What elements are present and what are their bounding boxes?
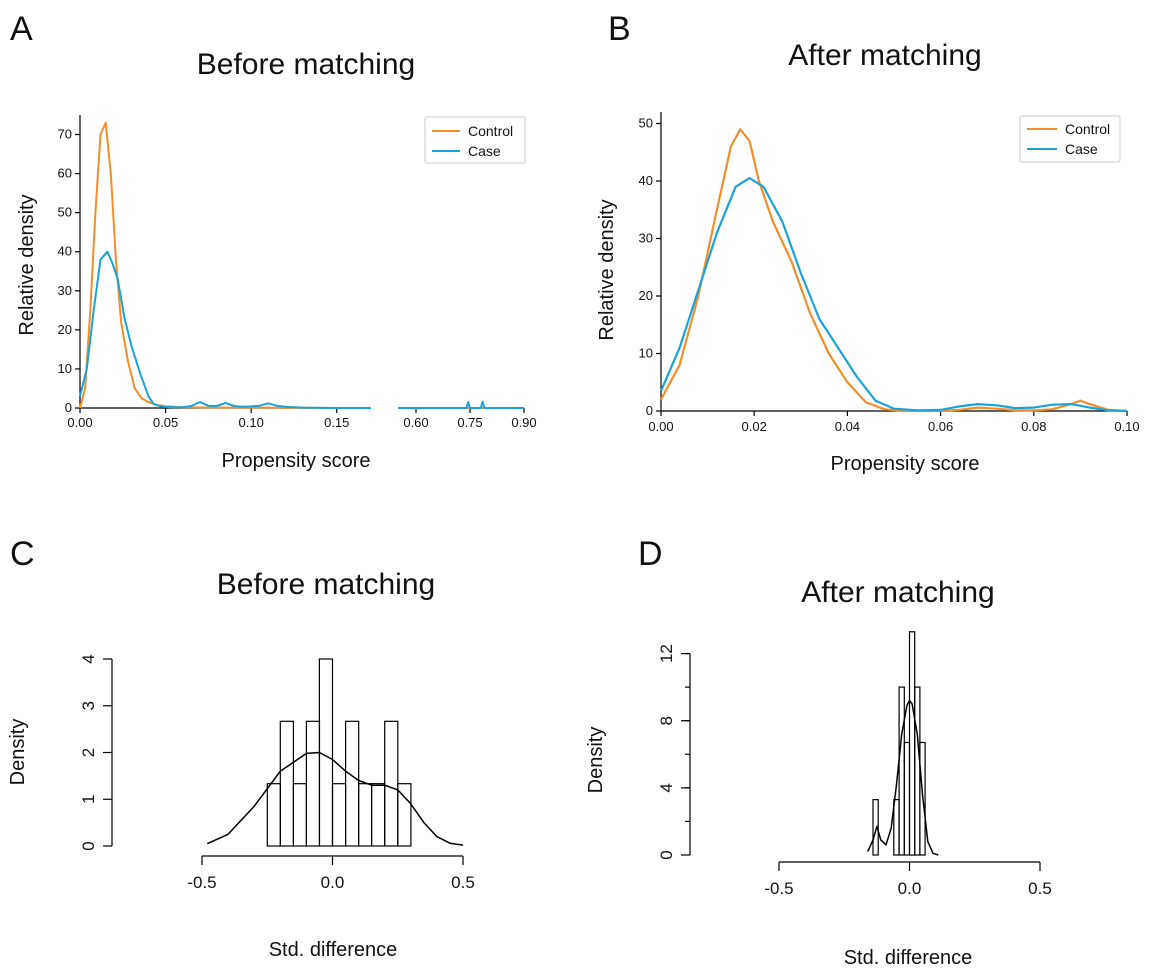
histogram-bar	[898, 686, 905, 856]
y-tick-label: 70	[58, 127, 72, 142]
histogram-bar	[371, 783, 386, 847]
panel-letter-a: A	[10, 10, 33, 48]
x-tick-label: 0.15	[324, 415, 349, 430]
legend-label-case: Case	[468, 143, 501, 159]
x-tick-label: 0.05	[153, 415, 178, 430]
series-line-control	[660, 128, 1128, 413]
histogram-bar	[305, 720, 321, 847]
chart-b-ylabel: Relative density	[596, 199, 618, 340]
histogram-bar	[384, 720, 399, 847]
y-tick-label: 50	[639, 116, 653, 131]
y-tick-label: 8	[657, 716, 676, 725]
chart-d-plot: 0 4 8 12 -0.5 0.0 0.5	[657, 631, 1052, 898]
y-tick-label: 60	[58, 166, 72, 181]
x-tick-label: 0.04	[835, 419, 860, 434]
y-tick-label: 10	[639, 346, 653, 361]
legend-label-control: Control	[1065, 121, 1110, 137]
chart-b-xlabel: Propensity score	[831, 453, 980, 475]
y-tick-label: 40	[58, 244, 72, 259]
chart-a-xlabel: Propensity score	[222, 450, 371, 472]
density-curve	[867, 699, 939, 856]
y-tick-label: 4	[79, 654, 98, 663]
y-tick-label: 1	[79, 795, 98, 804]
x-tick-label: 0.00	[67, 415, 92, 430]
chart-a-ylabel: Relative density	[16, 194, 38, 335]
y-tick-label: 30	[639, 231, 653, 246]
y-tick-label: 20	[58, 322, 72, 337]
y-tick-label: 2	[79, 748, 98, 757]
series-line-case-right	[398, 400, 524, 409]
density-curve	[206, 751, 464, 846]
panel-letter-d: D	[638, 535, 663, 573]
y-tick-label: 10	[58, 361, 72, 376]
x-tick-label: 0.08	[1021, 419, 1046, 434]
chart-a-title: Before matching	[197, 48, 415, 81]
y-tick-label: 3	[79, 701, 98, 710]
y-tick-label: 0	[65, 400, 72, 415]
x-tick-label: 0.75	[457, 415, 482, 430]
histogram-bar	[397, 783, 412, 847]
chart-a-plot: 0 10 20 30 40 50 60 70 0.00 0.05 0.10 0.15 0.60 0.75 0…	[58, 115, 537, 430]
histogram-bar	[318, 658, 334, 847]
y-tick-label: 0	[79, 841, 98, 850]
y-tick-label: 4	[657, 783, 676, 792]
y-tick-label: 0	[646, 403, 653, 418]
series-line-control	[79, 121, 371, 409]
histogram-bar	[908, 631, 916, 856]
chart-c-plot: 0 1 2 3 4 -0.5 0.0 0.5	[79, 654, 475, 892]
x-tick-label: 0.0	[898, 879, 922, 898]
x-tick-label: -0.5	[764, 879, 793, 898]
panel-letter-c: C	[10, 535, 35, 573]
legend-label-case: Case	[1065, 141, 1098, 157]
histogram-bar	[903, 741, 911, 856]
histogram-bar	[279, 720, 294, 847]
x-tick-label: 0.0	[321, 873, 345, 892]
chart-d-xlabel: Std. difference	[844, 947, 973, 969]
histogram-bar	[345, 720, 360, 847]
chart-d-ylabel: Density	[585, 727, 607, 794]
legend-label-control: Control	[468, 123, 513, 139]
chart-d-title: After matching	[801, 576, 994, 609]
series-line-case	[659, 177, 1128, 413]
x-tick-label: 0.10	[239, 415, 264, 430]
chart-c-title: Before matching	[217, 568, 435, 601]
chart-b-title: After matching	[788, 39, 981, 72]
x-tick-label: 0.02	[742, 419, 767, 434]
y-tick-label: 40	[639, 173, 653, 188]
chart-c-ylabel: Density	[7, 719, 29, 786]
x-tick-label: 0.90	[511, 415, 536, 430]
y-tick-label: 50	[58, 205, 72, 220]
y-tick-label: 20	[639, 288, 653, 303]
x-tick-label: -0.5	[187, 873, 216, 892]
x-tick-label: 0.10	[1114, 419, 1139, 434]
histogram-bar	[358, 783, 373, 847]
histogram-bar	[331, 783, 347, 847]
x-tick-label: 0.5	[1028, 879, 1052, 898]
y-tick-label: 12	[657, 644, 676, 663]
series-line-case	[79, 250, 371, 409]
x-tick-label: 0.60	[403, 415, 428, 430]
histogram-bar	[292, 783, 307, 847]
y-tick-label: 30	[58, 283, 72, 298]
legend-frame	[1019, 115, 1121, 163]
panel-letter-b: B	[608, 10, 631, 48]
chart-b-legend: Control Case	[1019, 115, 1121, 163]
histogram-bar	[266, 783, 281, 847]
x-tick-label: 0.5	[451, 873, 475, 892]
chart-c-xlabel: Std. difference	[269, 939, 398, 961]
y-tick-label: 0	[657, 850, 676, 859]
chart-b-plot: 0 10 20 30 40 50 0.00 0.02 0.04 0.06 0.08 0.10	[639, 112, 1140, 434]
chart-a-legend: Control Case	[424, 116, 526, 164]
histogram-bar	[914, 686, 921, 856]
x-tick-label: 0.00	[648, 419, 673, 434]
x-tick-label: 0.06	[928, 419, 953, 434]
histogram-bar	[872, 798, 879, 856]
histogram-bar	[919, 741, 926, 856]
histogram-bar	[893, 798, 900, 856]
